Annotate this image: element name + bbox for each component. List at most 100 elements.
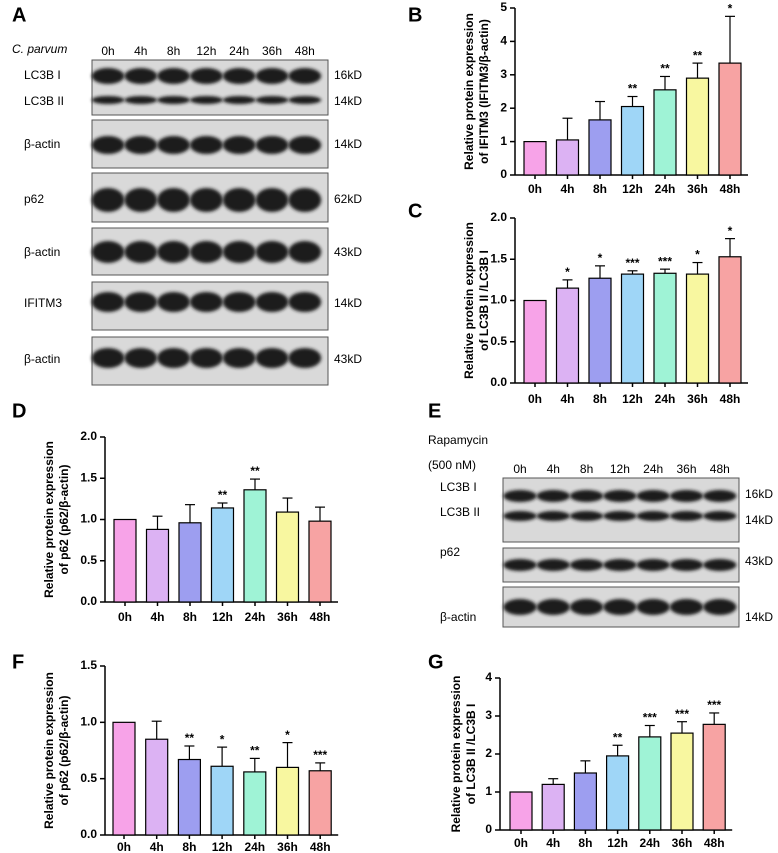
size-label: 62kD: [334, 192, 362, 206]
blot-band: [703, 490, 737, 502]
y-tick-label: 0.0: [80, 827, 97, 841]
x-tick-label: 24h: [655, 392, 676, 406]
y-tick-label: 1.5: [490, 251, 507, 265]
error-bar: [217, 502, 228, 508]
significance: *: [598, 251, 603, 265]
row-label: LC3B I: [24, 68, 61, 82]
blot-band: [124, 68, 158, 84]
blot-band: [288, 241, 322, 263]
blot-band: [157, 292, 191, 312]
y-tick-label: 4: [485, 670, 492, 684]
blot-band: [124, 241, 158, 263]
panel-label: D: [12, 400, 26, 422]
x-tick-label: 12h: [212, 840, 233, 853]
error-bar: [692, 261, 703, 275]
blot-band: [255, 348, 289, 368]
significance: *: [728, 224, 733, 238]
bar: [275, 766, 300, 836]
error-bar: [595, 265, 605, 279]
bar: [145, 738, 169, 836]
y-axis-label: Relative protein expression: [42, 441, 56, 598]
blot-band: [91, 68, 125, 84]
y-tick-label: 1: [485, 784, 492, 798]
blot-band: [255, 292, 289, 312]
y-axis-label: Relative protein expression: [42, 672, 56, 829]
blot-band: [255, 188, 289, 212]
y-tick-label: 0.0: [80, 594, 97, 608]
size-label: 16kD: [745, 487, 773, 501]
bar: [685, 273, 710, 384]
row-label: p62: [24, 192, 44, 206]
error-bar: [725, 238, 735, 257]
x-tick-label: 24h: [655, 182, 676, 196]
blot-band: [124, 348, 158, 368]
y-axis-label: of p62 (p62/β-actin): [57, 464, 71, 574]
significance: *: [728, 2, 733, 16]
error-bar: [151, 720, 162, 740]
bar: [702, 723, 726, 831]
y-tick-label: 2.0: [490, 210, 507, 224]
blot-band: [288, 292, 322, 312]
row-label: IFITM3: [24, 296, 62, 310]
size-label: 14kD: [334, 296, 362, 310]
blot-band: [536, 599, 570, 615]
bar: [112, 721, 136, 836]
blot-band: [603, 599, 637, 615]
lane-label: 4h: [547, 462, 560, 476]
lane-label: 0h: [513, 462, 526, 476]
lane-label: 24h: [229, 44, 249, 58]
blot-band: [91, 136, 125, 154]
x-tick-label: 48h: [310, 610, 331, 624]
x-tick-label: 24h: [244, 840, 265, 853]
y-tick-label: 4: [500, 34, 507, 48]
blot-band: [536, 490, 570, 502]
panel-label: A: [12, 4, 26, 26]
bar: [275, 511, 300, 603]
blot-band: [190, 136, 223, 154]
blot-band: [91, 188, 125, 212]
bar: [588, 119, 612, 176]
error-bar: [250, 478, 260, 490]
significance: ***: [313, 748, 327, 762]
row-label: β-actin: [440, 610, 476, 624]
blot-band: [124, 96, 158, 104]
bar: [670, 732, 694, 831]
y-axis-label: Relative protein expression: [462, 222, 476, 379]
treatment: Rapamycin: [428, 433, 488, 447]
significance: **: [660, 62, 670, 76]
blot-band: [603, 490, 637, 502]
blot-band: [669, 559, 704, 571]
x-tick-label: 0h: [118, 610, 132, 624]
size-label: 14kD: [334, 137, 362, 151]
bar: [605, 755, 630, 831]
bar: [555, 287, 580, 384]
lane-label: 36h: [262, 44, 282, 58]
blot-band: [91, 348, 125, 368]
blot-band: [190, 241, 223, 263]
error-bar: [644, 724, 655, 737]
y-tick-label: 1.0: [80, 715, 97, 729]
x-tick-label: 12h: [622, 392, 643, 406]
error-bar: [249, 757, 260, 772]
error-bar: [595, 100, 605, 120]
x-tick-label: 24h: [245, 610, 266, 624]
blot-band: [222, 292, 256, 312]
blot-band: [190, 348, 223, 368]
row-label: LC3B II: [24, 94, 64, 108]
blot-band: [636, 511, 670, 521]
x-tick-label: 8h: [183, 610, 197, 624]
panel-label: B: [408, 4, 422, 26]
error-bar: [677, 721, 687, 734]
bar: [638, 736, 662, 831]
lane-label: 12h: [610, 462, 630, 476]
blot-band: [503, 599, 537, 615]
significance: ***: [625, 256, 639, 270]
x-tick-label: 0h: [514, 836, 528, 850]
x-tick-label: 48h: [310, 840, 331, 853]
blot-band: [222, 241, 256, 263]
blot-band: [288, 348, 322, 368]
blot-band: [636, 559, 670, 571]
significance: **: [613, 730, 623, 744]
blot-band: [91, 241, 125, 263]
